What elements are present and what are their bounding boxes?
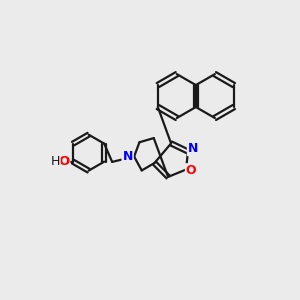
Text: O: O <box>58 155 69 168</box>
Text: N: N <box>122 150 133 163</box>
Text: O: O <box>186 164 196 177</box>
Text: H: H <box>50 155 60 168</box>
Text: N: N <box>188 142 198 155</box>
